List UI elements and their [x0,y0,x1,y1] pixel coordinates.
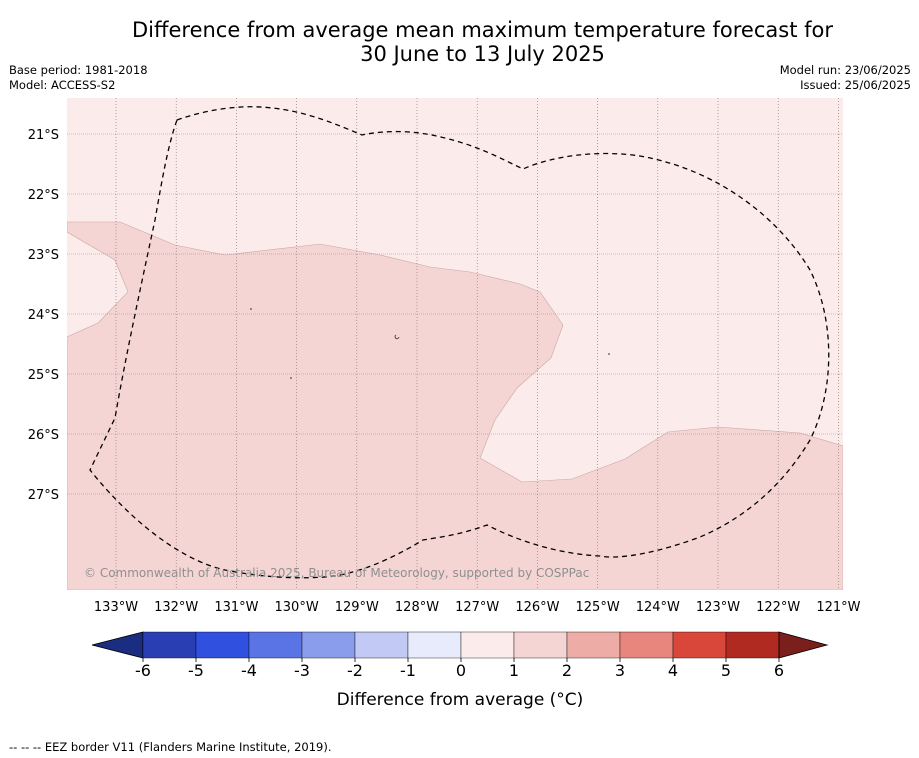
meta-right: Model run: 23/06/2025 Issued: 25/06/2025 [780,63,911,93]
island-marker-1 [394,334,400,340]
lon-label: 122°W [756,600,800,615]
chart-title: Difference from average mean maximum tem… [20,18,919,66]
colorbar-extend-high [778,631,829,659]
lon-label: 126°W [515,600,559,615]
meta-left: Base period: 1981-2018 Model: ACCESS-S2 [9,63,148,93]
colorbar-segment [354,631,409,659]
lat-label: 23°S [28,248,59,263]
colorbar-segment [513,631,568,659]
colorbar-tick-label: -6 [135,661,151,680]
colorbar-tick-label: -5 [188,661,204,680]
lon-label: 128°W [395,600,439,615]
eez-border [89,106,830,579]
title-line-2: 30 June to 13 July 2025 [360,42,605,66]
lon-label: 130°W [275,600,319,615]
lon-label: 124°W [636,600,680,615]
colorbar-tick-label: -1 [400,661,416,680]
lat-label: 27°S [28,488,59,503]
title-line-1: Difference from average mean maximum tem… [132,18,833,42]
map-figure: 21°S22°S23°S24°S25°S26°S27°S 133°W 132°W 1… [28,98,861,710]
colorbar-tick-label: 4 [668,661,678,680]
copyright-watermark: © Commonwealth of Australia 2025, Bureau… [84,566,589,580]
colorbar-tick-label: -4 [241,661,257,680]
lon-label: 132°W [154,600,198,615]
lat-label: 25°S [28,368,59,383]
lon-label: 125°W [576,600,620,615]
lon-label: 129°W [335,600,379,615]
colorbar-segment [301,631,356,659]
latitude-labels: 21°S 22°S 23°S 24°S 25°S 26°S 27°S [28,128,59,503]
colorbar-tick-label: 6 [774,661,784,680]
colorbar-segment [672,631,727,659]
base-period: Base period: 1981-2018 [9,63,148,77]
colorbar-tick-label: 0 [456,661,466,680]
lon-label: 133°W [94,600,138,615]
colorbar-segment [619,631,674,659]
lon-label: 123°W [696,600,740,615]
eez-legend-note: -- -- -- EEZ border V11 (Flanders Marine… [9,740,332,754]
colorbar-tick-label: 3 [615,661,625,680]
colorbar-segment [566,631,621,659]
map-area [67,98,843,590]
colorbar-tick-labels: -6 -5 -4 -3 -2 -1 0 1 2 3 4 5 6 [135,658,784,680]
colorbar-extend-low [91,631,144,659]
colorbar-segment [725,631,780,659]
lat-label: 24°S [28,308,59,323]
lat-label: 26°S [28,428,59,443]
lon-label: 121°W [816,600,860,615]
colorbar-tick-label: 5 [721,661,731,680]
colorbar-tick-label: -2 [347,661,363,680]
colorbar-segment [142,631,197,659]
grid-lines [67,98,843,590]
colorbar-label: Difference from average (°C) [337,690,584,710]
lon-label: 131°W [214,600,258,615]
model-run: Model run: 23/06/2025 [779,63,911,77]
lat-label: 21°S [28,128,59,143]
colorbar-tick-label: -3 [294,661,310,680]
model-name: Model: ACCESS-S2 [9,78,116,92]
colorbar-segment [195,631,250,659]
colorbar-segment [407,631,462,659]
longitude-labels: 133°W 132°W 131°W 130°W 129°W 128°W 127°W 126°W… [94,600,861,615]
issued-date: Issued: 25/06/2025 [800,78,911,92]
colorbar [91,631,829,659]
colorbar-tick-label: 2 [562,661,572,680]
colorbar-segment [460,631,515,659]
lat-label: 22°S [28,188,59,203]
colorbar-segment [248,631,303,659]
lon-label: 127°W [455,600,499,615]
colorbar-tick-label: 1 [509,661,519,680]
